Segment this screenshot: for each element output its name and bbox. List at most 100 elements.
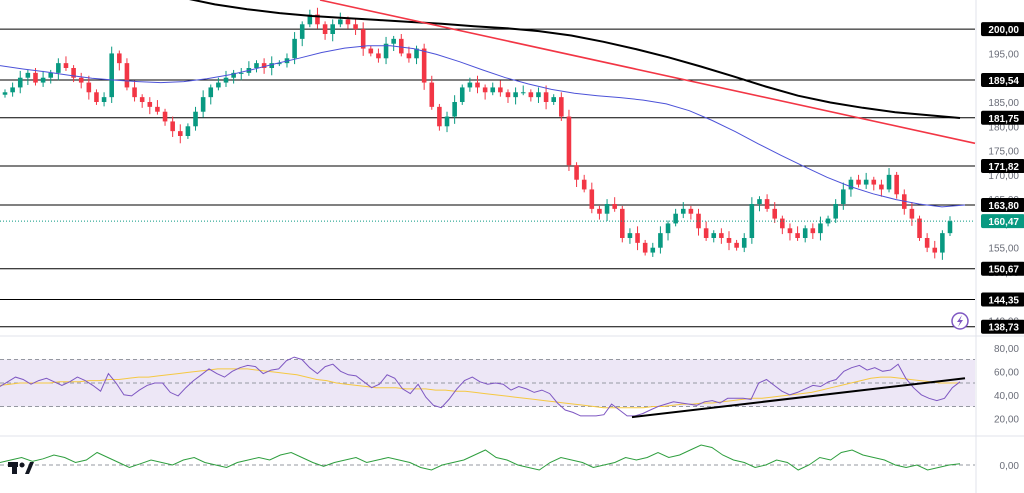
rsi-line bbox=[0, 356, 961, 417]
candle-body bbox=[238, 72, 244, 74]
oscillator-tick-label: 0,00 bbox=[1000, 461, 1020, 472]
candle-body bbox=[376, 53, 381, 59]
price-panel[interactable] bbox=[0, 0, 976, 328]
price-tick-label: 155,00 bbox=[988, 244, 1019, 255]
candle-body bbox=[429, 82, 435, 107]
price-axis[interactable]: 200,00195,00190,00185,00180,00175,00170,… bbox=[981, 22, 1024, 472]
candle-body bbox=[917, 218, 922, 238]
rsi-panel[interactable] bbox=[0, 356, 975, 419]
candle-body bbox=[406, 53, 412, 59]
rsi-trendline bbox=[631, 377, 966, 419]
last-price-tag bbox=[981, 214, 1024, 229]
logo-part bbox=[12, 462, 17, 474]
candle-body bbox=[322, 24, 328, 34]
candle-body bbox=[520, 92, 526, 94]
price-tag-label: 163,80 bbox=[988, 201, 1019, 212]
candle-body bbox=[490, 87, 496, 93]
candle-body bbox=[25, 72, 31, 78]
candle-body bbox=[452, 102, 457, 117]
candle-body bbox=[589, 189, 595, 209]
price-tag-label: 171,82 bbox=[988, 162, 1019, 173]
candle-body bbox=[437, 106, 442, 127]
candle-body bbox=[482, 87, 488, 93]
candle-body bbox=[185, 126, 191, 136]
price-tick-label: 170,00 bbox=[988, 171, 1019, 182]
candle-body bbox=[818, 223, 823, 234]
candle-body bbox=[71, 68, 76, 78]
logo-part bbox=[19, 462, 25, 468]
candle-body bbox=[658, 233, 663, 248]
candle-body bbox=[848, 179, 854, 190]
candle-body bbox=[932, 247, 938, 253]
rsi-tick-label: 80,00 bbox=[994, 344, 1019, 355]
candle-body bbox=[292, 38, 297, 59]
candle-body bbox=[360, 29, 366, 49]
candle-body bbox=[566, 116, 572, 166]
candle-body bbox=[261, 63, 267, 68]
candle-body bbox=[147, 102, 153, 107]
candle-body bbox=[719, 233, 724, 238]
candle-body bbox=[231, 72, 236, 78]
price-level-tag bbox=[981, 22, 1024, 37]
candle-body bbox=[581, 179, 587, 190]
candle-body bbox=[696, 213, 701, 229]
candle-body bbox=[315, 14, 320, 25]
candle-body bbox=[117, 53, 122, 64]
oscillator-panel[interactable] bbox=[0, 444, 975, 471]
candle-body bbox=[726, 238, 732, 243]
candle-body bbox=[810, 228, 816, 234]
candle-body bbox=[353, 24, 358, 30]
candle-body bbox=[177, 131, 183, 136]
candle-body bbox=[642, 242, 648, 253]
candle-body bbox=[200, 97, 206, 112]
price-tag-label: 189,54 bbox=[988, 76, 1019, 87]
price-tick-label: 185,00 bbox=[988, 98, 1019, 109]
candle-body bbox=[650, 247, 656, 253]
candle-body bbox=[330, 24, 335, 34]
candle-body bbox=[40, 77, 46, 83]
candle-body bbox=[368, 48, 374, 54]
candle-body bbox=[498, 87, 503, 93]
red-trendline bbox=[319, 0, 976, 145]
price-tag-label: 144,35 bbox=[988, 295, 1019, 306]
candle-body bbox=[856, 179, 861, 185]
candle-body bbox=[170, 121, 175, 132]
logo-part bbox=[25, 462, 34, 474]
rsi-tick-label: 40,00 bbox=[994, 391, 1019, 402]
candle-body bbox=[345, 19, 351, 25]
candle-body bbox=[841, 189, 846, 204]
price-level-tag bbox=[981, 110, 1024, 125]
candle-body bbox=[772, 208, 778, 219]
price-tick-label: 175,00 bbox=[988, 147, 1019, 158]
candle-body bbox=[444, 116, 450, 127]
candle-body bbox=[277, 63, 282, 65]
candle-body bbox=[787, 228, 793, 234]
candle-body bbox=[86, 82, 92, 93]
candle-body bbox=[612, 204, 617, 209]
candle-body bbox=[162, 111, 168, 122]
candle-body bbox=[620, 208, 625, 238]
candle-body bbox=[299, 24, 305, 39]
candle-body bbox=[459, 87, 465, 102]
price-level-tag bbox=[981, 292, 1024, 307]
candle-body bbox=[947, 221, 953, 234]
candle-body bbox=[940, 233, 945, 253]
candle-body bbox=[833, 204, 838, 219]
candle-body bbox=[635, 233, 640, 243]
candle-body bbox=[109, 53, 114, 98]
candle-body bbox=[254, 63, 259, 68]
candle-body bbox=[757, 199, 762, 204]
oscillator-line bbox=[0, 444, 961, 471]
candle-body bbox=[886, 174, 892, 190]
candle-body bbox=[536, 92, 541, 98]
candle-body bbox=[78, 77, 84, 83]
candle-body bbox=[924, 238, 930, 248]
candle-body bbox=[863, 179, 869, 185]
candle-body bbox=[467, 82, 473, 88]
candle-body bbox=[559, 97, 564, 117]
candle-body bbox=[193, 111, 198, 127]
candle-body bbox=[894, 174, 899, 195]
